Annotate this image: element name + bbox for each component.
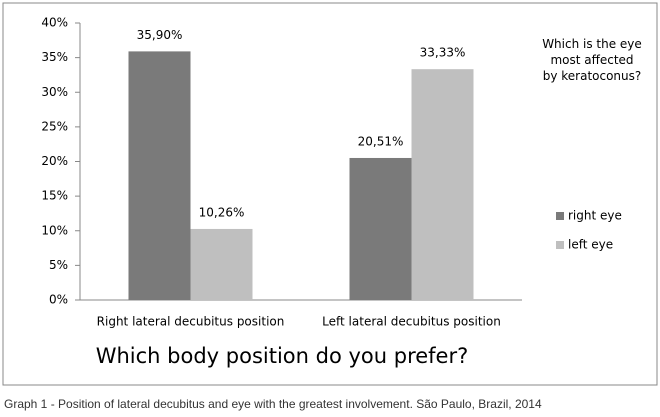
value-label: 33,33% xyxy=(420,46,466,60)
chart-border xyxy=(2,2,658,386)
value-label: 20,51% xyxy=(358,134,404,148)
x-axis-title: Which body position do you prefer? xyxy=(96,344,469,368)
bar xyxy=(190,228,253,300)
caption: Graph 1 - Position of lateral decubitus … xyxy=(4,397,542,411)
bar xyxy=(411,69,474,300)
legend-swatch xyxy=(556,212,564,220)
y-tick-label: 5% xyxy=(49,258,68,272)
value-label: 35,90% xyxy=(137,28,183,42)
legend-swatch xyxy=(556,241,564,249)
y-tick-label: 10% xyxy=(41,223,68,237)
legend-title: Which is the eye most affected by kerato… xyxy=(542,37,642,83)
y-tick-label: 35% xyxy=(41,50,68,64)
bar xyxy=(349,157,412,300)
y-tick-label: 25% xyxy=(41,119,68,133)
y-tick-label: 20% xyxy=(41,154,68,168)
y-tick-label: 30% xyxy=(41,85,68,99)
legend-label: right eye xyxy=(568,209,622,223)
value-label: 10,26% xyxy=(199,205,245,219)
x-tick-label: Left lateral decubitus position xyxy=(322,315,501,329)
y-tick-label: 15% xyxy=(41,189,68,203)
y-tick-label: 40% xyxy=(41,16,68,30)
bar xyxy=(128,51,191,300)
y-tick-label: 0% xyxy=(49,293,68,307)
x-tick-label: Right lateral decubitus position xyxy=(97,315,285,329)
legend-label: left eye xyxy=(568,238,613,252)
